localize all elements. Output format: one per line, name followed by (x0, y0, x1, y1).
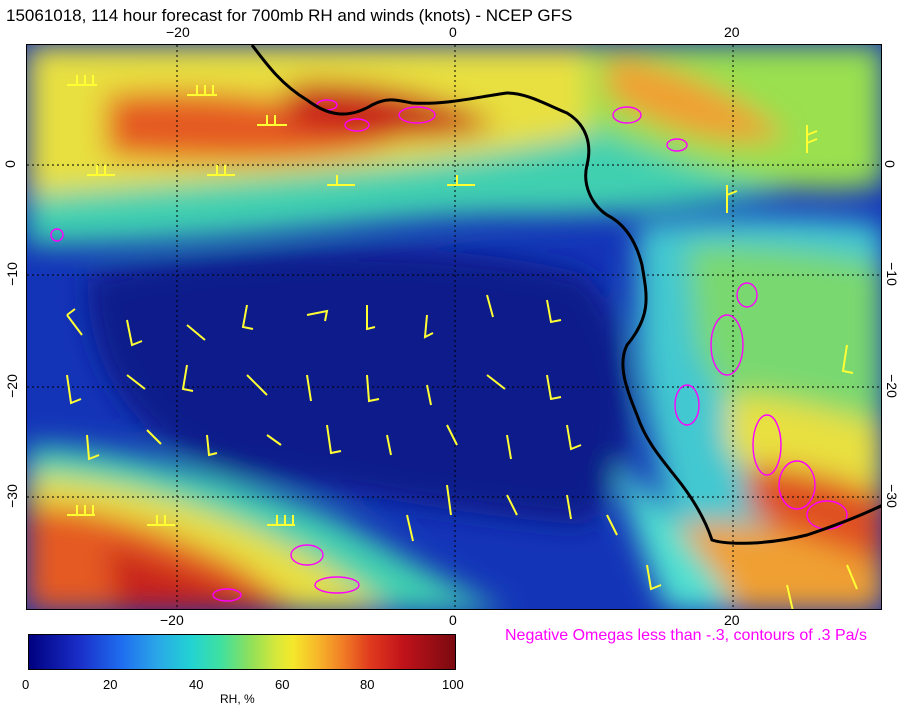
colorbar-tick: 0 (22, 677, 30, 692)
rh-shading (27, 45, 881, 609)
top-lon-tick: 0 (449, 24, 457, 40)
grid-lines (27, 45, 881, 609)
top-lon-tick: −20 (166, 24, 190, 40)
colorbar-tick: 40 (189, 677, 204, 692)
right-lat-tick: −30 (883, 484, 900, 508)
right-lat-tick: −20 (883, 374, 900, 398)
right-lat-tick: 0 (881, 160, 898, 168)
bottom-lon-tick: 0 (449, 612, 457, 628)
omega-contour-note: Negative Omegas less than -.3, contours … (505, 627, 867, 644)
colorbar-tick: 20 (103, 677, 118, 692)
coastline (250, 45, 881, 545)
left-lat-tick: −20 (3, 374, 20, 398)
rh-colorbar (28, 634, 456, 670)
left-lat-tick: 0 (1, 160, 18, 168)
right-lat-tick: −10 (883, 262, 900, 286)
left-lat-tick: −10 (3, 262, 20, 286)
bottom-lon-tick: −20 (160, 612, 184, 628)
rh-field-svg (27, 45, 881, 609)
rh-map (26, 44, 882, 610)
colorbar-tick: 100 (442, 677, 464, 692)
colorbar-title: RH, % (220, 692, 255, 706)
colorbar-tick: 80 (360, 677, 375, 692)
colorbar-tick: 60 (275, 677, 290, 692)
wind-barbs (66, 75, 858, 609)
left-lat-tick: −30 (3, 484, 20, 508)
map-title: 15061018, 114 hour forecast for 700mb RH… (6, 6, 573, 25)
bottom-lon-tick: 20 (724, 612, 740, 628)
top-lon-tick: 20 (724, 24, 740, 40)
